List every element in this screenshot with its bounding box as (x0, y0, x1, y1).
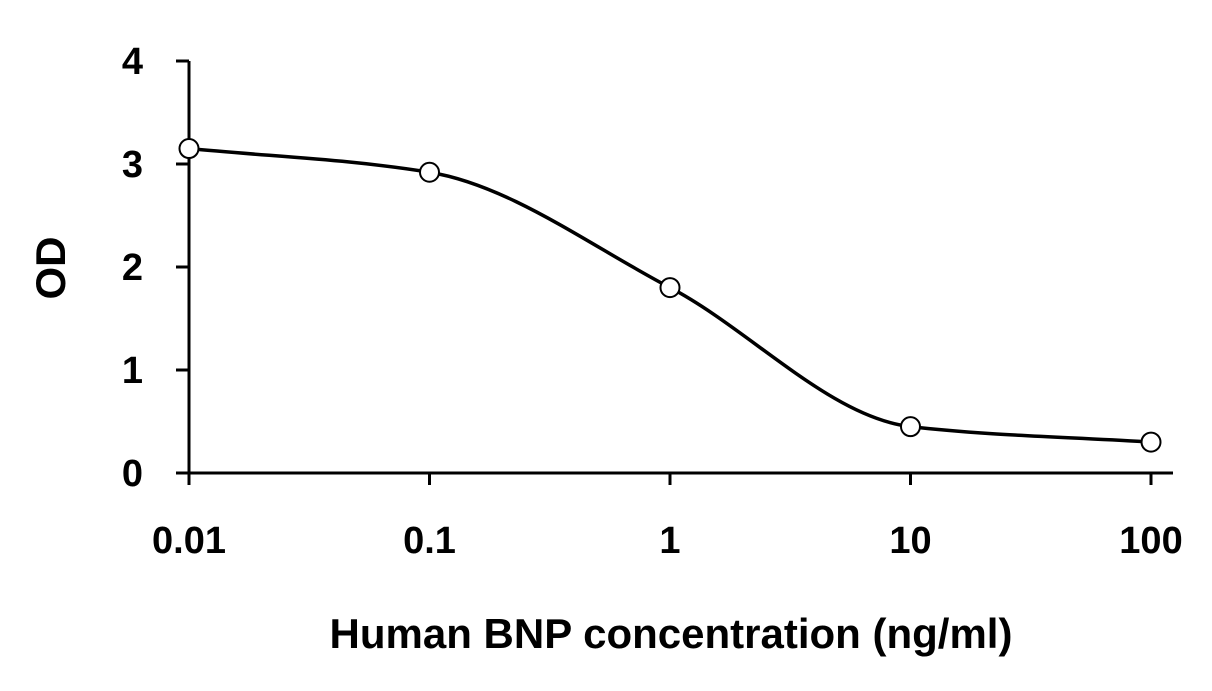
data-point (180, 139, 199, 158)
data-point (1142, 433, 1161, 452)
x-axis-title: Human BNP concentration (ng/ml) (330, 610, 1013, 657)
y-tick-label: 2 (122, 247, 143, 289)
y-axis-title: OD (27, 237, 74, 300)
x-tick-label: 100 (1119, 520, 1182, 562)
data-point (901, 417, 920, 436)
points (180, 139, 1161, 452)
y-tick-label: 1 (122, 350, 143, 392)
x-tick-label: 0.01 (152, 520, 226, 562)
data-point (420, 163, 439, 182)
axes (189, 61, 1173, 485)
x-tick-label: 0.1 (403, 520, 456, 562)
y-tick-label: 0 (122, 453, 143, 495)
data-point (661, 278, 680, 297)
y-tick-label: 3 (122, 144, 143, 186)
ticks (176, 61, 1151, 485)
x-tick-label: 10 (889, 520, 931, 562)
y-tick-label: 4 (122, 41, 143, 83)
tick-labels: 0 1 2 3 4 0.01 0.1 1 10 100 (122, 41, 1183, 562)
x-tick-label: 1 (659, 520, 680, 562)
